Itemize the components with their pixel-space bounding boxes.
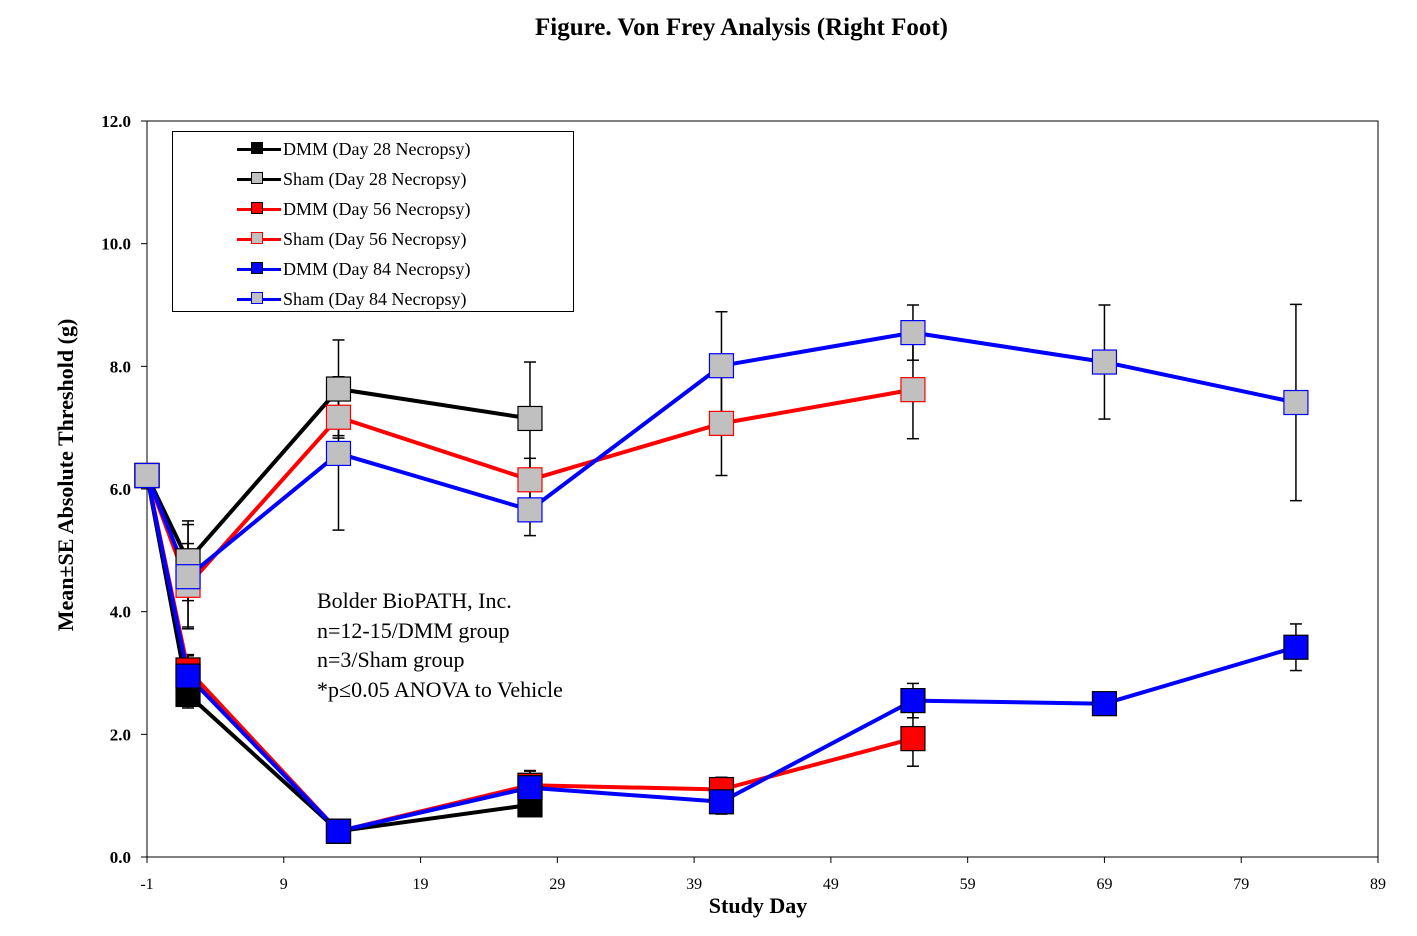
series-line xyxy=(145,475,1297,834)
y-tick-label: 10.0 xyxy=(101,235,131,254)
data-point xyxy=(1091,691,1118,717)
data-point xyxy=(175,564,201,590)
chart-title: Figure. Von Frey Analysis (Right Foot) xyxy=(535,14,948,41)
series-line xyxy=(145,330,1297,579)
y-tick-label: 6.0 xyxy=(110,480,131,499)
data-point xyxy=(900,377,926,403)
data-point xyxy=(900,320,926,346)
x-tick-label: 69 xyxy=(1096,876,1112,893)
data-point xyxy=(1283,389,1309,416)
legend-marker xyxy=(251,202,263,214)
legend-label: DMM (Day 84 Necropsy) xyxy=(283,259,471,279)
series-line xyxy=(145,387,531,563)
data-point xyxy=(708,789,735,815)
annotation-line: n=3/Sham group xyxy=(317,647,465,672)
x-tick-label: 29 xyxy=(549,876,565,893)
data-point xyxy=(900,726,926,752)
x-tick-label: 49 xyxy=(823,876,839,893)
legend-marker xyxy=(251,142,263,154)
data-point xyxy=(517,405,543,432)
x-tick-label: 39 xyxy=(686,876,702,893)
data-point xyxy=(325,818,352,844)
data-point xyxy=(708,353,735,379)
legend-marker xyxy=(251,262,263,274)
data-point xyxy=(900,687,926,714)
x-tick-label: 9 xyxy=(280,876,288,893)
annotation-line: *p≤0.05 ANOVA to Vehicle xyxy=(317,676,563,702)
y-tick-label: 12.0 xyxy=(101,112,131,131)
legend-marker xyxy=(251,172,263,184)
y-tick-label: 4.0 xyxy=(110,603,131,622)
y-axis-label: Mean±SE Absolute Threshold (g) xyxy=(53,318,78,632)
x-tick-label: 59 xyxy=(960,876,976,893)
data-point xyxy=(1283,634,1309,660)
annotation-text: Bolder BioPATH, Inc. n=12-15/DMM group n… xyxy=(317,586,563,704)
x-tick-label: 19 xyxy=(413,876,429,893)
data-point xyxy=(1091,349,1118,375)
data-point xyxy=(517,497,543,523)
y-tick-label: 0.0 xyxy=(110,848,131,867)
data-point xyxy=(325,404,352,430)
x-tick-label: 89 xyxy=(1370,876,1386,893)
data-point xyxy=(134,462,160,489)
y-tick-label: 8.0 xyxy=(110,357,131,376)
legend: DMM (Day 28 Necropsy) Sham (Day 28 Necro… xyxy=(172,131,574,312)
legend-label: Sham (Day 84 Necropsy) xyxy=(283,289,467,309)
legend-label: Sham (Day 56 Necropsy) xyxy=(283,229,467,249)
data-point xyxy=(175,663,201,689)
data-point xyxy=(708,410,735,436)
x-axis-label: Study Day xyxy=(708,893,808,918)
y-tick-label: 2.0 xyxy=(110,725,131,744)
data-point xyxy=(325,376,352,402)
x-tick-label: 79 xyxy=(1233,876,1249,893)
legend-label: DMM (Day 28 Necropsy) xyxy=(283,139,471,159)
data-point xyxy=(517,775,543,801)
data-point xyxy=(325,440,352,467)
legend-marker xyxy=(251,232,263,244)
data-point xyxy=(517,467,543,493)
legend-label: DMM (Day 56 Necropsy) xyxy=(283,199,471,219)
x-tick-label: -1 xyxy=(140,876,153,893)
annotation-line: n=12-15/DMM group xyxy=(317,617,510,643)
annotation-line: Bolder BioPATH, Inc. xyxy=(317,588,512,613)
legend-label: Sham (Day 28 Necropsy) xyxy=(283,169,467,189)
legend-marker xyxy=(251,292,263,304)
